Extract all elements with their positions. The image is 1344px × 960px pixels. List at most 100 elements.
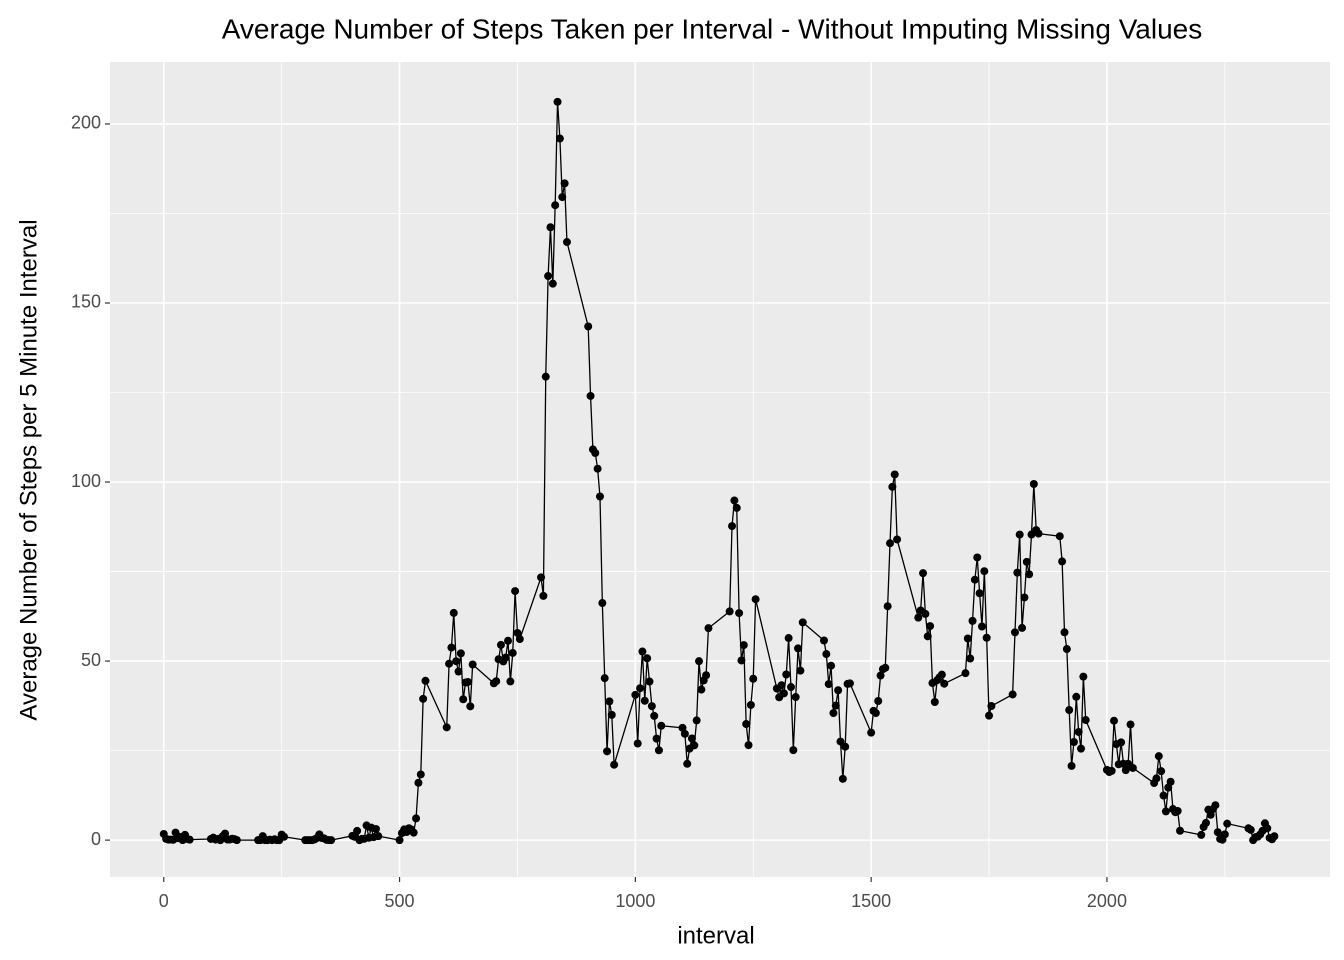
point	[643, 654, 652, 663]
point	[881, 663, 890, 672]
point	[739, 641, 748, 650]
point	[876, 671, 885, 680]
point	[1022, 557, 1031, 566]
point	[605, 697, 614, 706]
point	[1213, 828, 1222, 837]
point	[452, 657, 461, 666]
panel	[110, 62, 1330, 877]
point	[874, 697, 883, 706]
point	[544, 272, 553, 281]
point	[466, 702, 475, 711]
point	[824, 680, 833, 689]
point	[702, 671, 711, 680]
point	[680, 729, 689, 738]
point	[690, 741, 699, 750]
point	[871, 709, 880, 718]
point	[607, 710, 616, 719]
y-axis-label: Average Number of Steps per 5 Minute Int…	[15, 219, 42, 720]
point	[687, 734, 696, 743]
point	[640, 696, 649, 705]
point	[961, 669, 970, 678]
point	[515, 635, 524, 644]
point	[1126, 720, 1135, 729]
point	[1062, 645, 1071, 654]
x-tick-label: 1500	[851, 891, 891, 911]
point	[1159, 791, 1168, 800]
point	[1211, 801, 1220, 810]
point	[506, 677, 515, 686]
point	[919, 569, 928, 578]
point	[562, 238, 571, 247]
point	[1157, 767, 1166, 776]
point	[1013, 568, 1022, 577]
point	[1067, 761, 1076, 770]
point	[1246, 825, 1255, 834]
point	[923, 632, 932, 641]
point	[1166, 777, 1175, 786]
point	[980, 567, 989, 576]
x-axis-label: interval	[677, 922, 754, 949]
point	[553, 97, 562, 106]
point	[838, 774, 847, 783]
point	[1107, 766, 1116, 775]
point	[744, 741, 753, 750]
point	[537, 573, 546, 582]
point	[779, 689, 788, 698]
point	[459, 695, 468, 704]
point	[1270, 832, 1279, 841]
point	[966, 654, 975, 663]
point	[513, 628, 522, 637]
point	[784, 634, 793, 643]
point	[982, 633, 991, 642]
point	[409, 828, 418, 837]
point	[963, 634, 972, 643]
point	[442, 723, 451, 732]
point	[463, 677, 472, 686]
chart-title: Average Number of Steps Taken per Interv…	[222, 13, 1202, 44]
point	[883, 602, 892, 611]
point	[1152, 774, 1161, 783]
point	[1154, 752, 1163, 761]
point	[749, 674, 758, 683]
point	[831, 701, 840, 710]
point	[1010, 628, 1019, 637]
point	[1173, 807, 1182, 816]
point	[504, 636, 513, 645]
point	[638, 647, 647, 656]
point	[548, 279, 557, 288]
point	[890, 470, 899, 479]
point	[1060, 628, 1069, 637]
point	[886, 539, 895, 548]
x-tick-label: 2000	[1087, 891, 1127, 911]
point	[735, 609, 744, 618]
point	[1074, 727, 1083, 736]
point	[893, 535, 902, 544]
point	[819, 636, 828, 645]
point	[678, 723, 687, 732]
point	[371, 824, 380, 833]
point	[968, 616, 977, 625]
point	[751, 595, 760, 604]
point	[586, 391, 595, 400]
point	[782, 670, 791, 679]
x-tick-label: 1000	[615, 891, 655, 911]
point	[1034, 529, 1043, 538]
point	[353, 826, 362, 835]
point	[456, 649, 465, 658]
point	[926, 622, 935, 631]
point	[657, 721, 666, 730]
point	[595, 492, 604, 501]
x-tick-label: 500	[385, 891, 415, 911]
point	[416, 770, 425, 779]
point	[834, 686, 843, 695]
point	[888, 482, 897, 491]
point	[501, 653, 510, 662]
point	[1081, 716, 1090, 725]
point	[560, 179, 569, 188]
point	[798, 618, 807, 627]
point	[732, 503, 741, 512]
point	[647, 702, 656, 711]
point	[1201, 818, 1210, 827]
point	[610, 760, 619, 769]
